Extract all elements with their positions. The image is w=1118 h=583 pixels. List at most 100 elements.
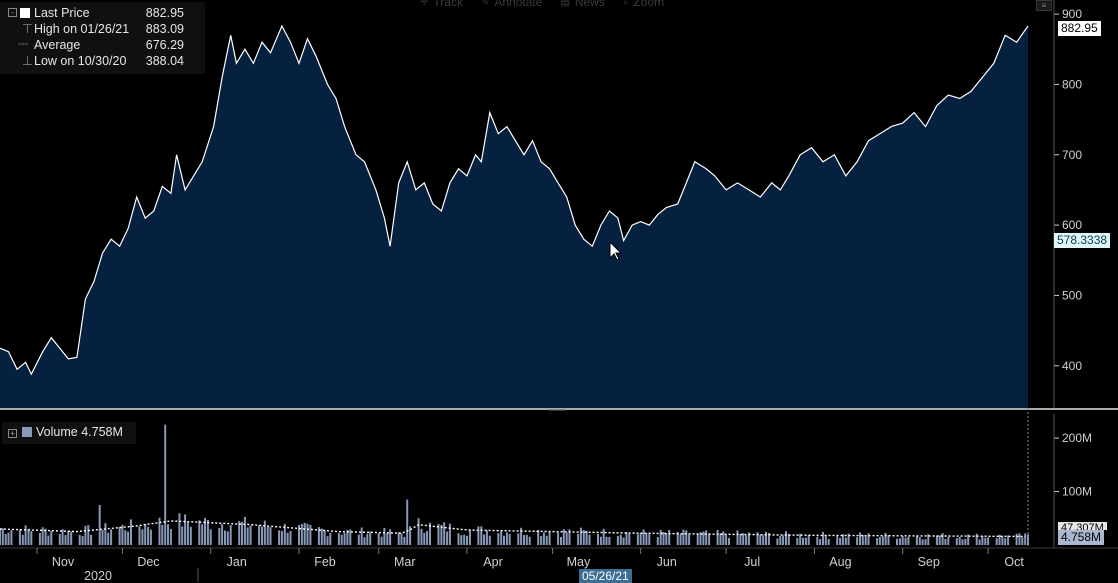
volume-bar: [708, 533, 711, 545]
high-label: High on 01/26/21: [34, 22, 130, 36]
volume-bar: [158, 517, 161, 545]
price-tick-label: 700: [1062, 148, 1082, 162]
volume-bar: [164, 424, 167, 545]
volume-bar: [243, 516, 246, 545]
volume-tick-label: 200M: [1062, 431, 1092, 445]
volume-bar: [508, 533, 511, 545]
expand-icon[interactable]: +: [8, 429, 17, 438]
volume-bar: [218, 528, 221, 545]
volume-bar: [389, 529, 392, 545]
volume-bar: [300, 524, 303, 545]
volume-bar: [802, 537, 804, 545]
volume-bar: [343, 532, 346, 545]
volume-bar: [380, 536, 383, 545]
toolbar-zoom[interactable]: ⌕ Zoom: [623, 0, 664, 10]
volume-bar: [1015, 533, 1018, 545]
price-tick-label: 500: [1062, 288, 1082, 302]
volume-bar: [967, 534, 970, 545]
month-label: Mar: [394, 555, 416, 569]
high-marker-icon: ⊤: [22, 22, 33, 36]
volume-bar: [104, 523, 107, 545]
volume-legend[interactable]: + Volume 4.758M: [2, 422, 136, 444]
price-area: [0, 26, 1028, 408]
last-price-swatch: [20, 8, 30, 18]
volume-bar: [463, 534, 466, 545]
toolbar-news[interactable]: ▤ News: [560, 0, 604, 10]
volume-bar: [198, 520, 201, 545]
volume-bar: [935, 536, 938, 545]
volume-bar: [702, 531, 705, 545]
volume-bar: [776, 538, 779, 545]
price-tick-label: 400: [1062, 359, 1082, 373]
volume-bar: [907, 536, 910, 545]
last-price-label: Last Price: [34, 6, 90, 20]
month-label: Feb: [314, 555, 336, 569]
volume-bar: [841, 534, 844, 545]
volume-bar: [130, 519, 132, 545]
volume-bar: [70, 531, 73, 545]
volume-bar: [44, 528, 47, 545]
legend-last-price[interactable]: - Last Price 882.95: [8, 5, 198, 21]
volume-bar: [437, 524, 440, 545]
volume-last-tag: 4.758M: [1058, 530, 1105, 545]
volume-bar: [659, 529, 662, 545]
volume-bar: [568, 529, 571, 545]
volume-bar: [261, 526, 263, 545]
volume-bar: [941, 533, 944, 545]
volume-bar: [466, 535, 468, 545]
volume-swatch: [22, 427, 32, 437]
volume-bar: [622, 537, 625, 545]
volume-bar: [688, 534, 691, 545]
volume-bar: [249, 525, 252, 545]
volume-bar: [947, 536, 950, 545]
volume-bar: [61, 529, 64, 545]
volume-bar: [298, 525, 300, 545]
volume-bar: [184, 514, 187, 545]
volume-bar: [320, 528, 323, 545]
volume-bar: [283, 523, 286, 545]
volume-bar: [323, 529, 326, 545]
volume-bar: [30, 531, 33, 545]
volume-bar: [944, 538, 947, 545]
chart-toolbar: ✛ Track ✎ Annotate ▤ News ⌕ Zoom: [420, 0, 664, 10]
chart-menu-icon[interactable]: ≡: [1036, 0, 1052, 11]
low-value: 388.04: [145, 54, 184, 68]
low-label: Low on 10/30/20: [34, 54, 127, 68]
toolbar-news-label: News: [574, 0, 605, 9]
volume-bar: [221, 524, 224, 545]
volume-bar: [964, 538, 967, 545]
volume-bar: [246, 527, 249, 545]
month-label: Apr: [483, 555, 502, 569]
volume-bar: [978, 539, 981, 545]
volume-bar: [360, 527, 363, 545]
volume-bar: [662, 532, 665, 545]
volume-bar: [699, 532, 702, 545]
price-tick-label: 900: [1062, 7, 1082, 21]
volume-label: Volume: [36, 425, 78, 439]
volume-bar: [224, 530, 226, 545]
volume-bar: [1, 528, 4, 545]
volume-bar: [961, 539, 964, 545]
volume-bar: [386, 533, 389, 545]
volume-bar: [645, 533, 648, 545]
volume-bar: [38, 532, 41, 545]
volume-bar: [642, 529, 645, 545]
collapse-icon[interactable]: -: [8, 8, 17, 17]
volume-bar: [756, 532, 759, 545]
volume-bar: [446, 531, 449, 545]
volume-bar: [87, 525, 90, 545]
volume-bar: [27, 528, 30, 545]
toolbar-track[interactable]: ✛ Track: [420, 0, 463, 10]
volume-bar: [605, 536, 608, 545]
volume-bar: [397, 532, 400, 545]
volume-bar: [975, 533, 978, 545]
volume-bar: [901, 535, 904, 545]
toolbar-annotate-label: Annotate: [494, 0, 543, 9]
volume-bar: [822, 531, 824, 545]
toolbar-annotate[interactable]: ✎ Annotate: [481, 0, 542, 10]
volume-bar: [357, 534, 360, 545]
volume-bar: [4, 534, 7, 545]
volume-bar: [1027, 534, 1029, 545]
volume-bar: [84, 525, 87, 545]
